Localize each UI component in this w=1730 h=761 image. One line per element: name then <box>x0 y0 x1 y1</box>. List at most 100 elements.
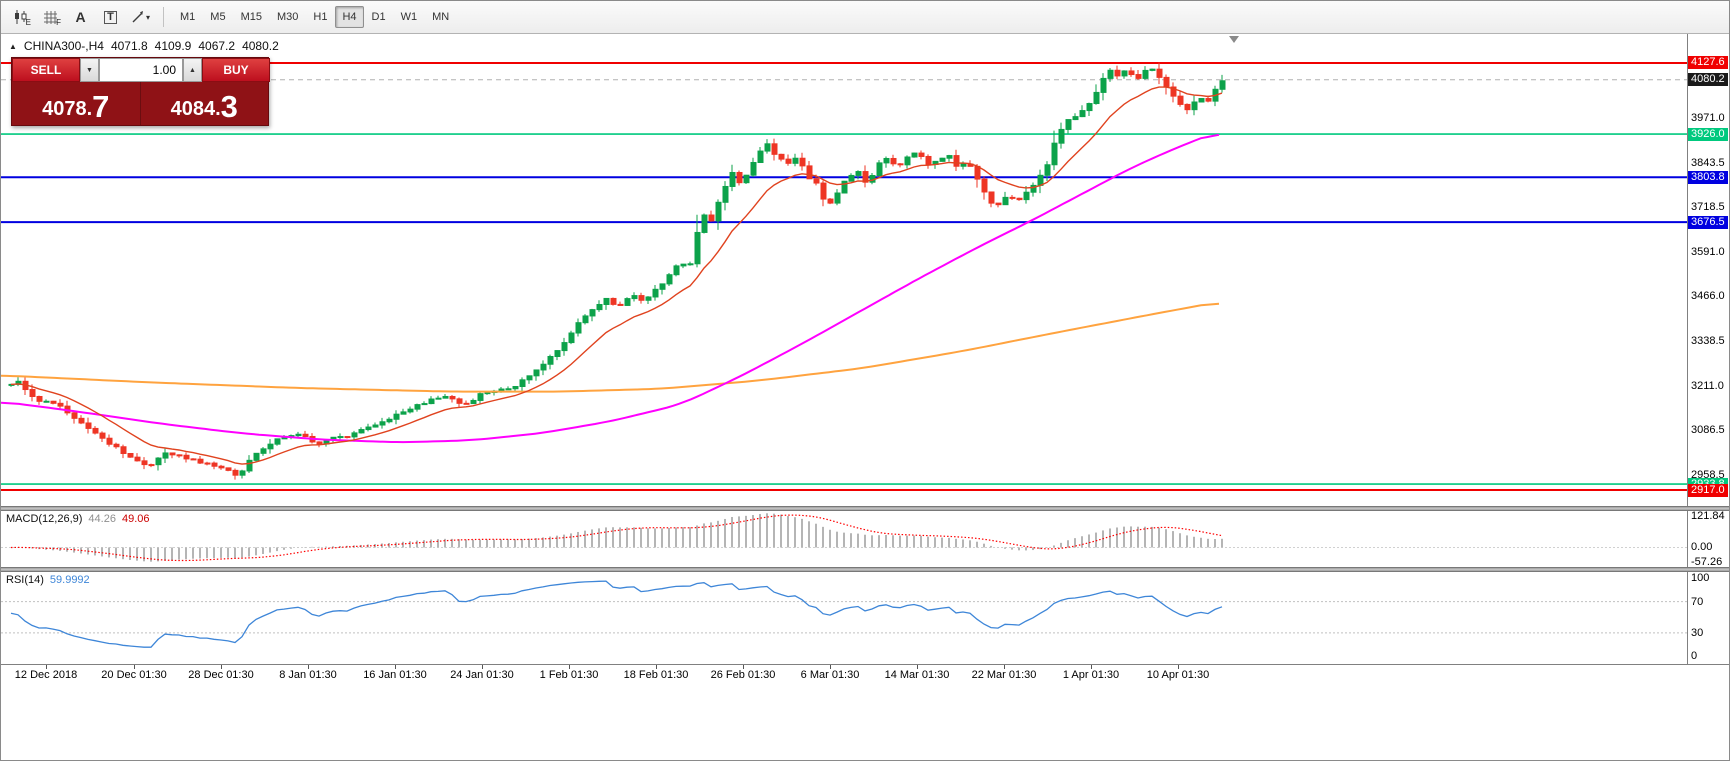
time-tick <box>46 665 47 669</box>
macd-name: MACD(12,26,9) <box>6 513 83 525</box>
price-axis-label: 3211.0 <box>1691 380 1724 393</box>
time-tick <box>830 665 831 669</box>
buy-price[interactable]: 4084. 3 <box>139 82 269 125</box>
rsi-row: RSI(14) 59.9992 100 70 30 0 <box>1 572 1729 664</box>
price-axis-label: 3591.0 <box>1691 246 1725 259</box>
ohlc-high: 4109.9 <box>154 39 192 53</box>
ohlc-close: 4080.2 <box>242 39 279 53</box>
price-tag: 4080.2 <box>1688 73 1728 87</box>
time-tick <box>308 665 309 669</box>
time-axis-label: 1 Apr 01:30 <box>1062 669 1120 681</box>
sell-button[interactable]: SELL <box>12 58 80 82</box>
macd-axis[interactable]: 121.84 0.00 -57.26 <box>1687 509 1728 569</box>
time-tick <box>743 665 744 669</box>
time-axis-label: 14 Mar 01:30 <box>884 669 950 681</box>
one-click-trading-panel: SELL ▼ ▲ BUY 4078. 7 4084. 3 <box>11 57 270 126</box>
main-chart-canvas[interactable] <box>1 34 1687 506</box>
toolbar: E F A T ▾ M1 M5 M15 M30 H1 H4 D1 W1 MN <box>1 1 1729 34</box>
price-tag: 3676.5 <box>1688 215 1728 229</box>
grid-tool-icon[interactable]: F <box>37 5 64 29</box>
rsi-value: 59.9992 <box>49 574 90 586</box>
macd-canvas[interactable] <box>1 511 1687 567</box>
time-tick <box>482 665 483 669</box>
macd-axis-label: 121.84 <box>1691 509 1725 522</box>
price-tag: 3803.8 <box>1688 170 1728 184</box>
buy-button[interactable]: BUY <box>202 58 270 82</box>
sell-price-main: 4078. <box>42 98 93 120</box>
ohlc-open: 4071.8 <box>110 39 148 53</box>
rsi-panel[interactable]: RSI(14) 59.9992 <box>1 572 1687 664</box>
timeframe-button-m30[interactable]: M30 <box>270 6 305 28</box>
time-axis-label: 10 Apr 01:30 <box>1146 669 1210 681</box>
rsi-canvas[interactable] <box>1 572 1687 664</box>
panel-splitter[interactable] <box>1 506 1729 511</box>
timeframe-button-m1[interactable]: M1 <box>173 6 202 28</box>
timeframe-button-m5[interactable]: M5 <box>203 6 232 28</box>
rsi-axis[interactable]: 100 70 30 0 <box>1687 572 1728 664</box>
timeframe-button-mn[interactable]: MN <box>425 6 456 28</box>
time-tick <box>221 665 222 669</box>
candlestick-icon <box>14 10 26 24</box>
rsi-label: RSI(14) 59.9992 <box>6 574 90 586</box>
price-axis-label: 3971.0 <box>1691 112 1725 125</box>
macd-panel[interactable]: MACD(12,26,9) 44.26 49.06 <box>1 511 1687 567</box>
expand-arrow-icon[interactable]: ▲ <box>9 41 17 51</box>
time-tick <box>134 665 135 669</box>
time-axis-label: 16 Jan 01:30 <box>363 669 427 681</box>
macd-signal-value: 49.06 <box>121 513 150 525</box>
trade-panel-controls: SELL ▼ ▲ BUY <box>12 58 270 82</box>
price-tag: 4127.6 <box>1688 56 1728 70</box>
main-chart-row: ▲ CHINA300-,H4 4071.8 4109.9 4067.2 4080… <box>1 34 1729 506</box>
price-axis-label: 3718.5 <box>1691 201 1725 214</box>
trendline-icon <box>132 11 143 23</box>
sell-price[interactable]: 4078. 7 <box>12 82 140 125</box>
macd-row: MACD(12,26,9) 44.26 49.06 121.84 0.00 -57.… <box>1 509 1729 569</box>
tool-sub-label: F <box>56 18 61 27</box>
line-studies-tool-icon[interactable]: ▾ <box>127 5 154 29</box>
time-axis-label: 28 Dec 01:30 <box>188 669 254 681</box>
text-tool-icon[interactable]: A <box>67 5 94 29</box>
panel-splitter[interactable] <box>1 567 1729 572</box>
macd-main-value: 44.26 <box>88 513 116 525</box>
rsi-axis-label: 70 <box>1691 595 1704 608</box>
volume-decrease-button[interactable]: ▼ <box>80 58 99 82</box>
letter-t-icon: T <box>104 10 117 24</box>
time-tick <box>656 665 657 669</box>
timeframe-button-w1[interactable]: W1 <box>394 6 425 28</box>
time-axis-label: 12 Dec 2018 <box>14 669 78 681</box>
price-axis-label: 3843.5 <box>1691 157 1725 170</box>
time-axis-label: 24 Jan 01:30 <box>450 669 514 681</box>
timeframe-button-h4[interactable]: H4 <box>335 6 364 28</box>
time-tick <box>917 665 918 669</box>
volume-increase-button[interactable]: ▲ <box>183 58 202 82</box>
text-label-tool-icon[interactable]: T <box>97 5 124 29</box>
time-tick <box>1178 665 1179 669</box>
macd-axis-label: 0.00 <box>1691 541 1713 554</box>
time-axis[interactable]: 12 Dec 2018 20 Dec 01:30 28 Dec 01:30 8 Jan… <box>1 664 1729 684</box>
toolbar-separator <box>163 7 164 27</box>
price-tag: 2917.0 <box>1688 483 1728 497</box>
main-price-axis[interactable]: 3971.0 3843.5 3718.5 3591.0 3466.0 3338.5 3211… <box>1687 34 1728 506</box>
macd-label: MACD(12,26,9) 44.26 49.06 <box>6 513 149 525</box>
timeframe-button-h1[interactable]: H1 <box>306 6 334 28</box>
volume-input[interactable] <box>99 58 183 82</box>
time-axis-label: 26 Feb 01:30 <box>710 669 776 681</box>
rsi-name: RSI(14) <box>6 574 44 586</box>
letter-a-icon: A <box>75 9 86 25</box>
timeframe-button-m15[interactable]: M15 <box>234 6 269 28</box>
time-tick <box>569 665 570 669</box>
macd-axis-label: -57.26 <box>1691 556 1723 569</box>
main-chart-area[interactable]: ▲ CHINA300-,H4 4071.8 4109.9 4067.2 4080… <box>1 34 1687 506</box>
rsi-axis-label: 100 <box>1691 572 1710 585</box>
timeframe-button-d1[interactable]: D1 <box>365 6 393 28</box>
time-tick <box>395 665 396 669</box>
time-axis-label: 1 Feb 01:30 <box>539 669 599 681</box>
ohlc-low: 4067.2 <box>198 39 236 53</box>
symbol-period-label: CHINA300-,H4 <box>23 39 104 53</box>
chart-style-icon[interactable]: E <box>7 5 34 29</box>
time-axis-label: 18 Feb 01:30 <box>623 669 689 681</box>
rsi-axis-label: 0 <box>1691 650 1698 663</box>
chart-header: ▲ CHINA300-,H4 4071.8 4109.9 4067.2 4080… <box>9 39 279 53</box>
time-axis-label: 20 Dec 01:30 <box>101 669 167 681</box>
rsi-axis-label: 30 <box>1691 626 1704 639</box>
